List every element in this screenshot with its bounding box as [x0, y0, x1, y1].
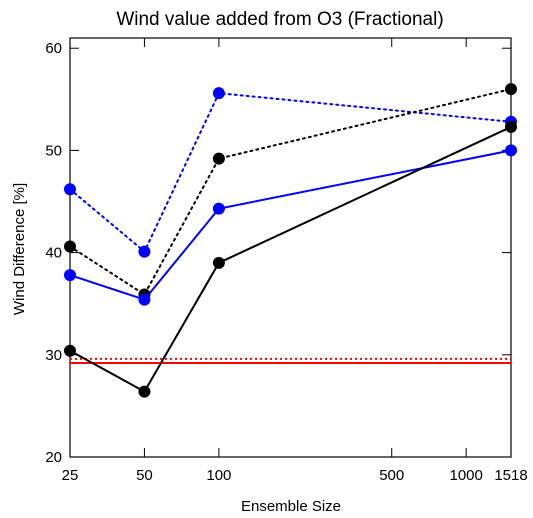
series-line	[69, 126, 512, 393]
x-axis-label: Ensemble Size	[241, 498, 341, 515]
data-point	[212, 87, 225, 100]
series-line	[69, 92, 512, 254]
x-tick-label: 1518	[494, 467, 527, 484]
data-point	[138, 245, 151, 258]
data-point	[505, 120, 517, 133]
y-tick-label: 60	[45, 40, 62, 57]
chart-title: Wind value added from O3 (Fractional)	[116, 9, 443, 30]
series-line	[69, 149, 512, 301]
data-point	[212, 256, 225, 269]
y-tick-label: 50	[45, 142, 62, 159]
x-tick-label: 500	[379, 467, 404, 484]
x-tick-label: 50	[136, 467, 153, 484]
data-point	[138, 385, 151, 398]
x-tick-label: 100	[206, 467, 231, 484]
x-tick-label: 1000	[449, 467, 482, 484]
data-point	[64, 269, 76, 282]
data-point	[64, 344, 76, 357]
data-point	[212, 202, 225, 215]
series-line	[69, 88, 512, 296]
data-point	[505, 144, 517, 157]
x-tick-label: 25	[62, 467, 79, 484]
y-axis-label: Wind Difference [%]	[11, 183, 28, 315]
y-tick-label: 40	[45, 245, 62, 262]
data-point	[505, 83, 517, 96]
plot-area: 25 50 100 500 1000 1518 20 30 40 50 60	[45, 37, 528, 484]
data-point	[64, 240, 76, 253]
data-point	[138, 293, 151, 306]
data-point	[212, 152, 225, 165]
y-tick-label: 30	[45, 347, 62, 364]
data-point	[64, 183, 76, 196]
y-tick-label: 20	[45, 449, 62, 466]
